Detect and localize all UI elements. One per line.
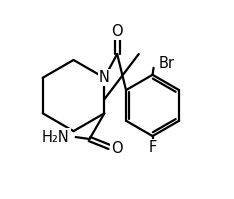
Text: H₂N: H₂N	[42, 130, 70, 144]
Text: F: F	[148, 140, 157, 155]
Text: N: N	[99, 70, 110, 85]
Text: Br: Br	[158, 57, 175, 71]
Text: O: O	[111, 141, 122, 156]
Text: O: O	[111, 24, 123, 39]
